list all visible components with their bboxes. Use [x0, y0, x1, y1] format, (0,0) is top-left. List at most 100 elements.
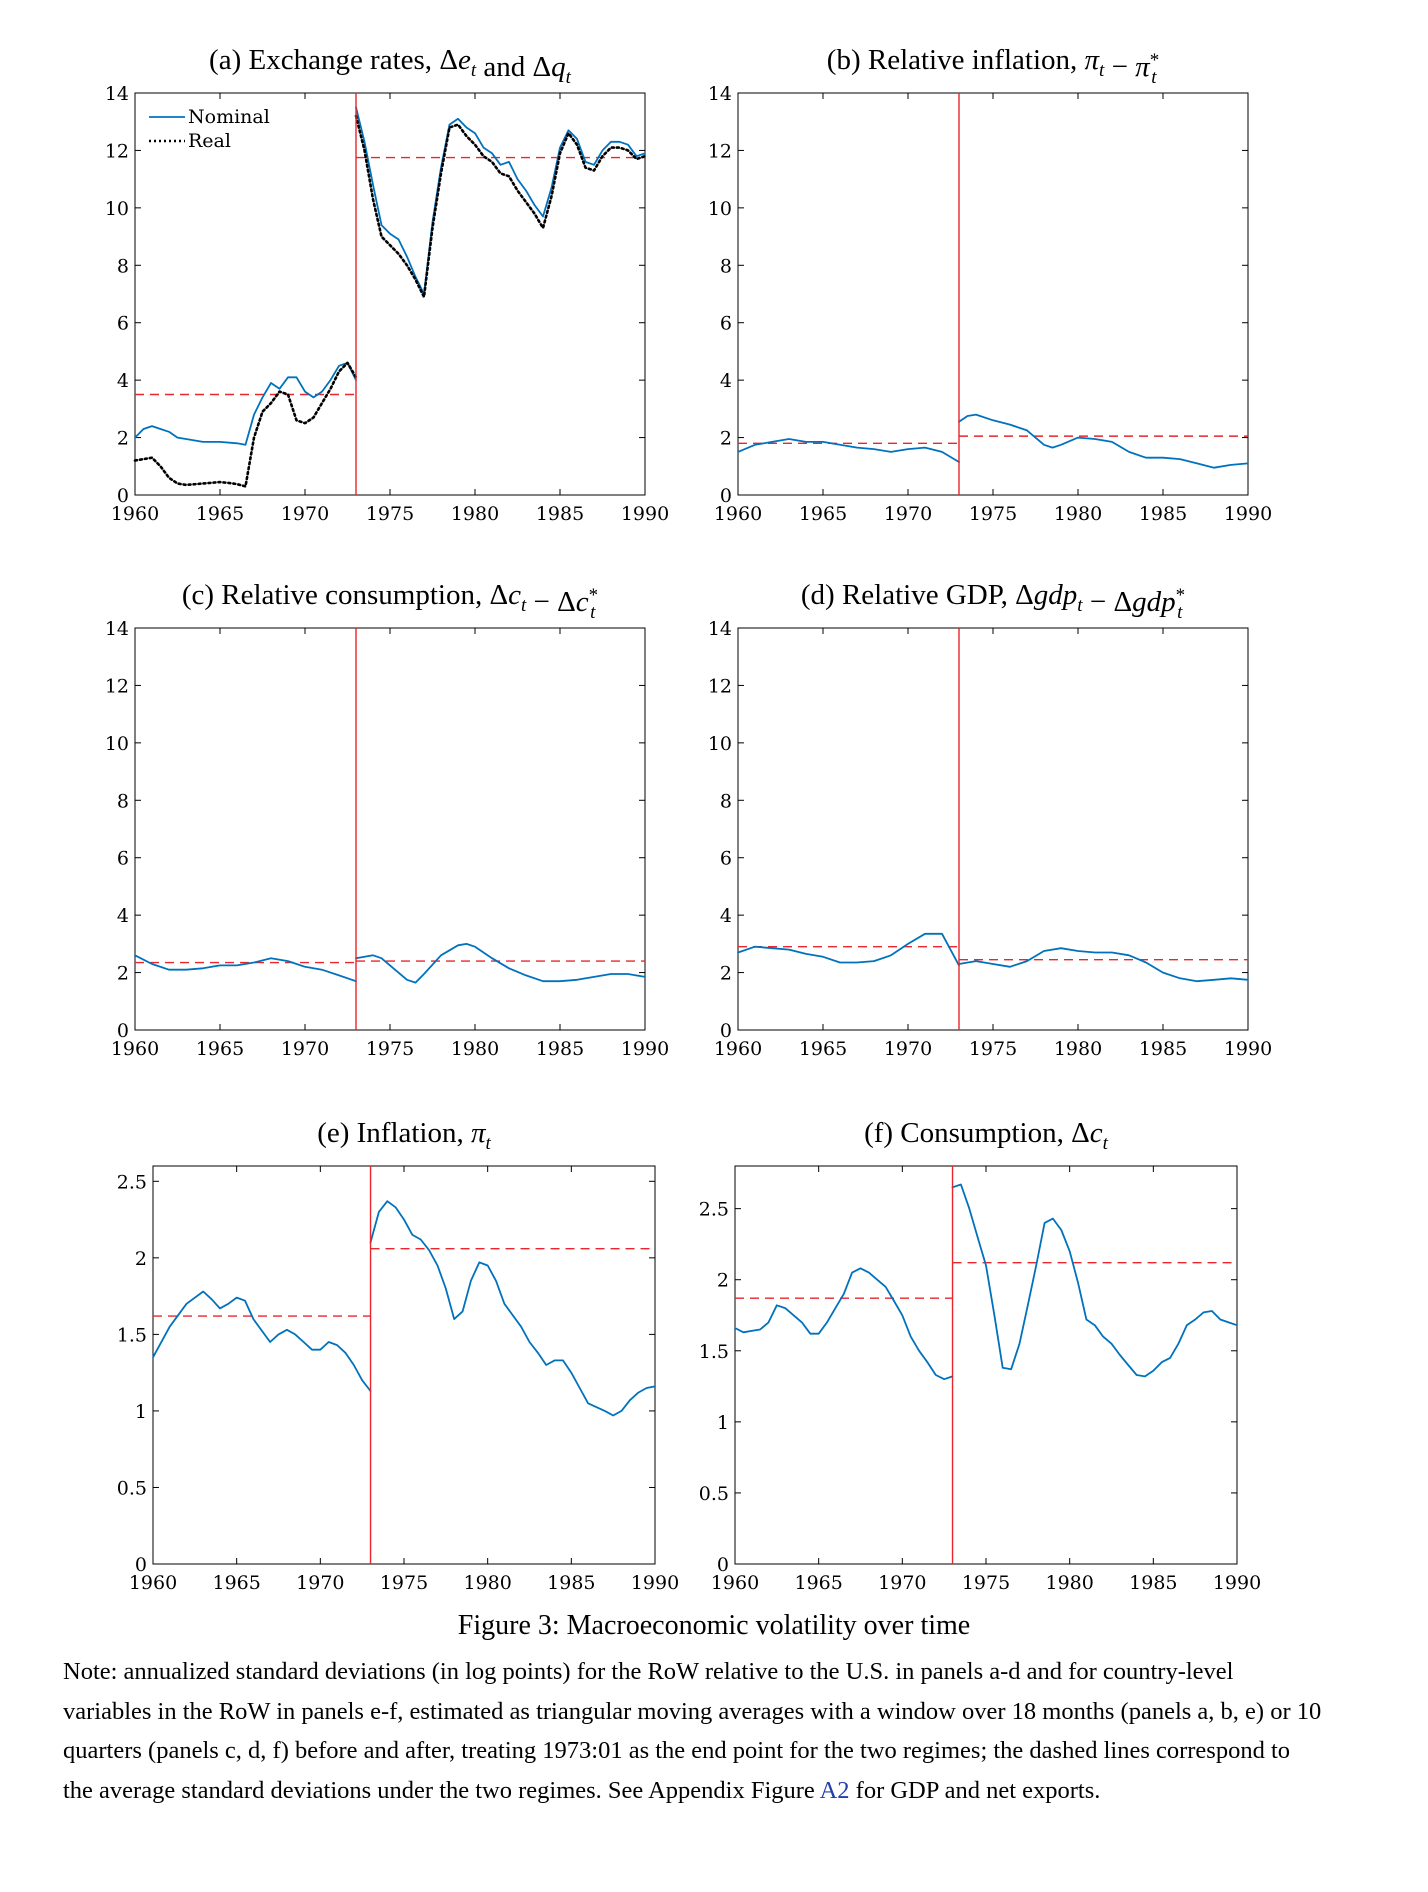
panel-title-c: (c) Relative consumption, Δct − Δc* t [182, 579, 598, 623]
x-tick-label-c: 1970 [281, 1038, 329, 1060]
x-tick-label-e: 1980 [463, 1572, 511, 1594]
y-tick-label-d: 0 [720, 1020, 732, 1042]
panel-title-b: (b) Relative inflation, πt − π* t [827, 44, 1159, 88]
series-line-d-value-1 [737, 932, 960, 967]
plot-frame-a [134, 92, 646, 496]
x-tick-label-d: 1980 [1054, 1038, 1102, 1060]
y-tick-label-f: 1.5 [699, 1341, 729, 1363]
y-tick-label-c: 4 [117, 905, 129, 927]
y-tick-label-b: 6 [720, 313, 732, 335]
series-line-e-value-1 [152, 1290, 372, 1392]
y-tick-label-c: 0 [117, 1020, 129, 1042]
x-tick-label-a: 1980 [451, 503, 499, 525]
x-tick-label-f: 1975 [962, 1572, 1010, 1594]
x-tick-label-b: 1965 [799, 503, 847, 525]
series-line-e-value-2 [369, 1200, 656, 1417]
y-tick-label-d: 8 [720, 790, 732, 812]
legend-label-nominal: Nominal [188, 106, 270, 128]
y-tick-label-f: 2 [717, 1270, 729, 1292]
plot-frame-c [134, 627, 646, 1031]
x-tick-label-e: 1975 [380, 1572, 428, 1594]
plot-frame-d [737, 627, 1249, 1031]
x-tick-label-e: 1990 [631, 1572, 679, 1594]
panel-a: 0 2 4 6 8 10 12 14 1960 1965 1970 1975 1980 1985 1990 (… [105, 44, 669, 525]
y-tick-label-d: 6 [720, 848, 732, 870]
y-tick-label-a: 14 [105, 83, 129, 105]
series-line-f-value-2 [951, 1183, 1238, 1378]
series-line-b-value-1 [737, 438, 960, 463]
x-tick-label-c: 1985 [536, 1038, 584, 1060]
y-tick-label-a: 12 [105, 140, 129, 162]
y-tick-label-a: 2 [117, 428, 129, 450]
series-line-a-nominal-1 [134, 361, 357, 446]
y-tick-label-d: 10 [708, 733, 732, 755]
x-tick-label-d: 1990 [1224, 1038, 1272, 1060]
y-tick-label-e: 2.5 [117, 1171, 147, 1193]
panel-f: 0 0.5 1 1.5 2 2.5 1960 1965 1970 1975 1980 1985 1990… [699, 1117, 1261, 1594]
y-tick-label-a: 6 [117, 313, 129, 335]
y-tick-label-e: 0 [135, 1554, 147, 1576]
x-tick-label-f: 1970 [878, 1572, 926, 1594]
y-tick-label-c: 8 [117, 790, 129, 812]
x-tick-label-a: 1960 [111, 503, 159, 525]
figure-caption: Figure 3: Macroeconomic volatility over … [457, 1610, 971, 1641]
y-tick-label-a: 8 [117, 255, 129, 277]
y-tick-label-a: 0 [117, 485, 129, 507]
series-line-a-nominal-2 [355, 106, 646, 295]
panel-c: 0 2 4 6 8 10 12 14 1960 1965 1970 1975 1980 1985 1990 (… [105, 579, 669, 1060]
x-tick-label-c: 1960 [111, 1038, 159, 1060]
series-line-c-value-2 [355, 943, 646, 984]
y-tick-label-b: 14 [708, 83, 732, 105]
x-tick-label-f: 1990 [1213, 1572, 1261, 1594]
y-tick-label-f: 1 [717, 1412, 729, 1434]
x-tick-label-c: 1975 [366, 1038, 414, 1060]
note-text: Note: annualized standard deviations (in… [63, 1658, 1322, 1804]
y-tick-label-e: 1.5 [117, 1324, 147, 1346]
x-tick-label-b: 1980 [1054, 503, 1102, 525]
y-tick-label-f: 0 [717, 1554, 729, 1576]
y-tick-label-d: 12 [708, 675, 732, 697]
y-tick-label-b: 12 [708, 140, 732, 162]
panel-title-a: (a) Exchange rates, Δet and Δqt [209, 44, 572, 88]
y-tick-label-b: 8 [720, 255, 732, 277]
y-tick-label-b: 2 [720, 428, 732, 450]
x-tick-label-b: 1990 [1224, 503, 1272, 525]
x-tick-label-e: 1970 [296, 1572, 344, 1594]
y-tick-label-e: 0.5 [117, 1477, 147, 1499]
y-tick-label-f: 0.5 [699, 1483, 729, 1505]
x-tick-label-c: 1965 [196, 1038, 244, 1060]
x-tick-label-d: 1960 [714, 1038, 762, 1060]
x-tick-label-a: 1965 [196, 503, 244, 525]
panel-d: 0 2 4 6 8 10 12 14 1960 1965 1970 1975 1980 1985 1990 (… [708, 579, 1272, 1060]
plot-frame-e [152, 1165, 656, 1565]
series-line-a-real-4 [354, 114, 647, 299]
figure-note: Note: annualized standard deviations (in… [63, 1652, 1325, 1810]
y-tick-label-d: 4 [720, 905, 732, 927]
x-tick-label-d: 1970 [884, 1038, 932, 1060]
x-tick-label-d: 1975 [969, 1038, 1017, 1060]
x-tick-label-b: 1985 [1139, 503, 1187, 525]
series-line-a-real-3 [133, 361, 358, 488]
x-tick-label-f: 1985 [1129, 1572, 1177, 1594]
series-line-d-value-2 [958, 947, 1249, 983]
appendix-figure-link[interactable]: A2 [819, 1776, 850, 1804]
series-line-b-value-2 [958, 413, 1249, 469]
x-tick-label-f: 1960 [711, 1572, 759, 1594]
y-tick-label-c: 6 [117, 848, 129, 870]
x-tick-label-a: 1990 [621, 503, 669, 525]
panel-title-d: (d) Relative GDP, Δgdpt − Δgdp* t [801, 579, 1185, 623]
series-line-f-value-1 [734, 1267, 954, 1381]
y-tick-label-c: 12 [105, 675, 129, 697]
y-tick-label-e: 2 [135, 1248, 147, 1270]
plot-frame-f [734, 1165, 1238, 1565]
y-tick-label-b: 0 [720, 485, 732, 507]
x-tick-label-b: 1975 [969, 503, 1017, 525]
panel-b: 0 2 4 6 8 10 12 14 1960 1965 1970 1975 1980 1985 1990 (… [708, 44, 1272, 525]
y-tick-label-b: 10 [708, 198, 732, 220]
x-tick-label-a: 1975 [366, 503, 414, 525]
x-tick-label-e: 1985 [547, 1572, 595, 1594]
x-tick-label-b: 1960 [714, 503, 762, 525]
y-tick-label-c: 2 [117, 963, 129, 985]
